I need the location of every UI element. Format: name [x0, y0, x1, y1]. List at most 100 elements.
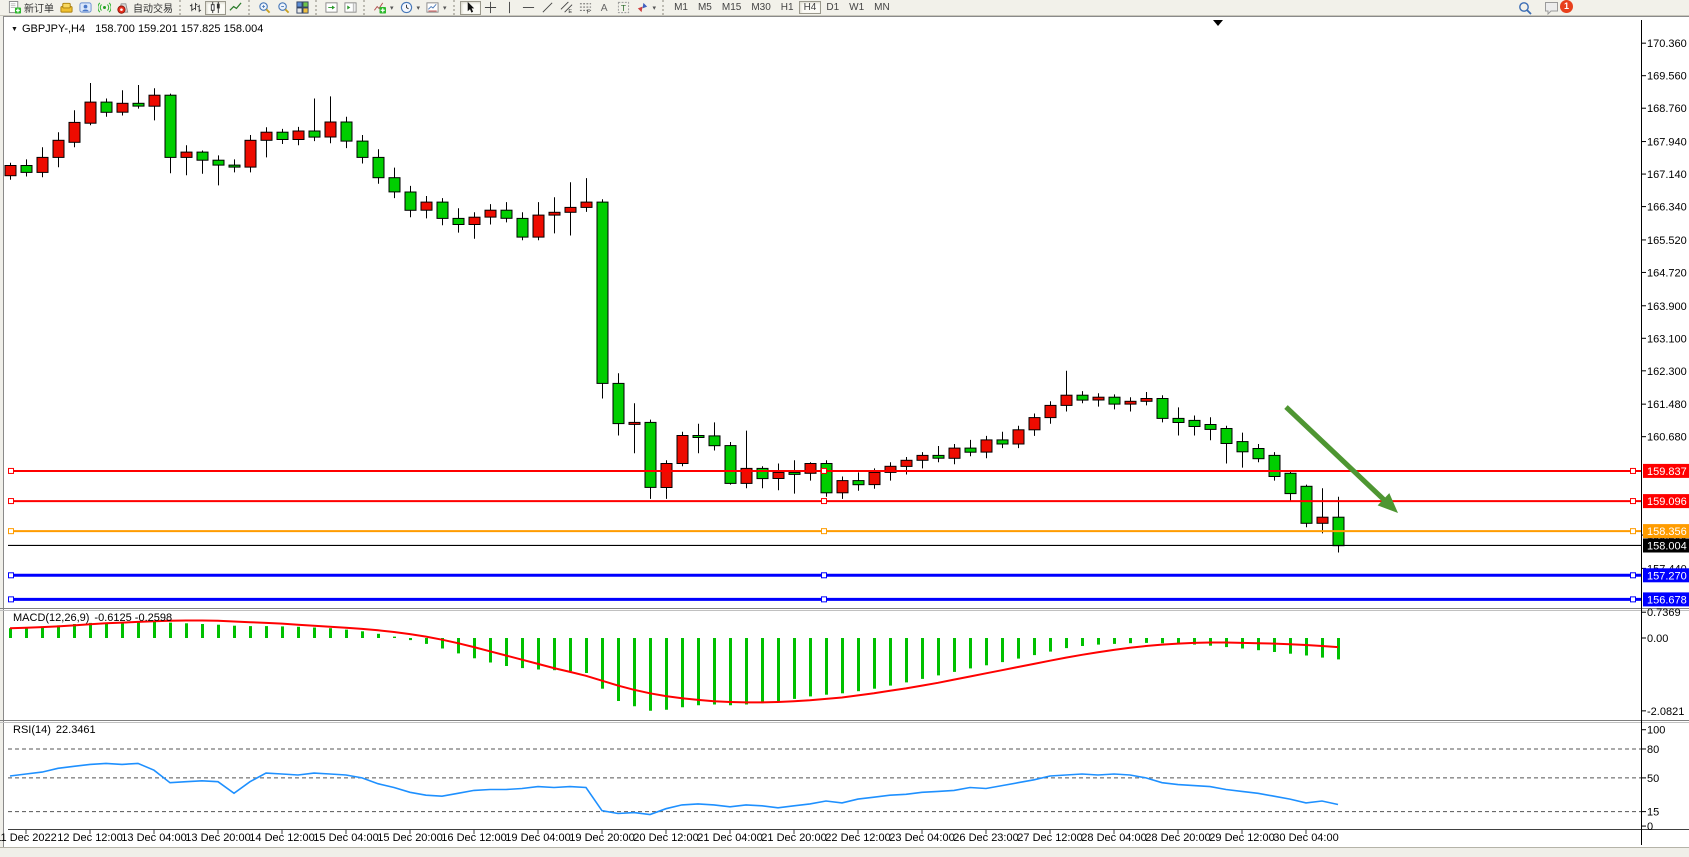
arrows-dropdown-icon[interactable]: ▾ [652, 4, 657, 12]
line-chart-button[interactable] [226, 1, 245, 15]
chat-bubble-icon[interactable] [1544, 1, 1560, 15]
current-price-label[interactable] [1643, 538, 1689, 553]
signals-button[interactable] [95, 1, 114, 15]
line-handle[interactable] [8, 596, 14, 603]
community-button[interactable] [57, 1, 76, 15]
price-line-label[interactable] [1643, 494, 1689, 509]
timeframe-H4[interactable]: H4 [798, 1, 822, 14]
candle-body [436, 201, 449, 219]
line-handle[interactable] [1630, 596, 1636, 603]
line-handle[interactable] [8, 498, 14, 505]
chart-window[interactable] [3, 16, 1689, 847]
time-tick-label: 21 Dec 04:00 [697, 832, 762, 844]
timeframe-M1[interactable]: M1 [674, 2, 688, 13]
templates-dropdown-icon[interactable]: ▾ [443, 4, 447, 12]
price-line-label[interactable] [1643, 568, 1689, 583]
price-line-label[interactable] [1643, 592, 1689, 607]
trend-arrow-head[interactable] [1377, 493, 1398, 513]
price-line-label[interactable] [1643, 463, 1689, 478]
timeframe-MN[interactable]: MN [874, 2, 890, 13]
candle-body [1092, 396, 1105, 401]
cursor-icon [467, 1, 474, 13]
candle-body [772, 471, 785, 479]
templates-button[interactable]: ▾ [423, 1, 450, 15]
search-icon[interactable] [1518, 1, 1532, 15]
line-chart-icon [229, 2, 242, 11]
horizontal-line-button[interactable] [519, 1, 538, 15]
symbol-menu-icon[interactable]: ▼ [11, 26, 18, 33]
text-button[interactable]: A [595, 1, 614, 15]
rsi-line [9, 762, 1339, 816]
new-order-button[interactable]: 新订单 [5, 1, 57, 15]
zoom-out-icon [278, 2, 290, 14]
line-handle[interactable] [1630, 498, 1636, 505]
zoom-in-icon [259, 2, 271, 14]
timeframe-D1[interactable]: D1 [826, 2, 840, 13]
candle-body [1124, 400, 1137, 405]
candle-body [900, 459, 913, 467]
line-handle[interactable] [821, 596, 827, 603]
chart-title-line[interactable]: ▼ GBPJPY-,H4 158.700 159.201 157.825 158.0… [11, 23, 263, 35]
candlestick-chart-button[interactable] [205, 0, 226, 15]
line-handle[interactable] [821, 467, 827, 474]
timeframe-W1[interactable]: W1 [849, 2, 865, 13]
periods-button[interactable]: ▾ [397, 1, 424, 15]
line-handle[interactable] [1630, 572, 1636, 579]
text-label-button[interactable]: T [614, 1, 633, 15]
zoom-out-button[interactable] [274, 1, 293, 15]
time-tick-label: 16 Dec 12:00 [441, 832, 506, 844]
timeframe-H1[interactable]: H1 [780, 2, 794, 13]
horizontal-line-icon [522, 7, 534, 8]
time-tick-label: 22 Dec 12:00 [825, 832, 890, 844]
indicators-dropdown-icon[interactable]: ▾ [390, 4, 394, 12]
periods-dropdown-icon[interactable]: ▾ [416, 4, 421, 12]
zoom-in-button[interactable] [255, 1, 274, 15]
fibonacci-button[interactable]: F [576, 1, 595, 15]
line-handle[interactable] [8, 572, 14, 579]
profile-button[interactable] [76, 1, 95, 15]
crosshair-button[interactable] [481, 1, 500, 15]
svg-text:E: E [568, 9, 572, 14]
line-handle[interactable] [821, 528, 827, 535]
line-handle[interactable] [1630, 528, 1636, 535]
line-handle[interactable] [821, 498, 827, 505]
line-handle[interactable] [1630, 467, 1636, 474]
auto-trading-button[interactable]: 自动交易 [114, 1, 176, 15]
trend-arrow[interactable] [1284, 405, 1390, 506]
vertical-line-button[interactable] [500, 1, 519, 15]
line-handle[interactable] [821, 572, 827, 579]
candle-body [276, 131, 289, 140]
bar-chart-button[interactable] [186, 1, 205, 15]
price-line-label[interactable] [1643, 524, 1689, 539]
candle-body [628, 421, 641, 425]
candle-body [964, 447, 977, 453]
macd-indicator-label: MACD(12,26,9) -0.6125 -0.2598 [13, 612, 173, 624]
candle-body [804, 463, 817, 474]
chart-shift-button[interactable] [341, 1, 360, 15]
timeframe-M30[interactable]: M30 [751, 2, 771, 13]
notification-badge[interactable]: 1 [1560, 0, 1573, 13]
candle-body [244, 139, 257, 168]
line-handle[interactable] [8, 528, 14, 535]
time-tick-label: 11 Dec 2022 [0, 832, 57, 844]
arrows-icon [637, 2, 647, 13]
candle-body [1060, 394, 1073, 406]
timeframe-M15[interactable]: M15 [721, 2, 742, 13]
candle-body [4, 165, 17, 177]
cursor-button[interactable] [459, 0, 481, 15]
arrows-button[interactable]: ▾ [633, 1, 660, 15]
auto-scroll-button[interactable] [322, 1, 341, 15]
line-handle[interactable] [8, 467, 14, 474]
indicators-button[interactable]: ▾ [370, 1, 397, 15]
timeframe-M5[interactable]: M5 [697, 2, 712, 13]
candle-body [292, 130, 305, 140]
candle-body [372, 156, 385, 179]
time-tick-label: 21 Dec 20:00 [761, 832, 826, 844]
community-icon [60, 2, 73, 13]
candle-body [68, 121, 81, 143]
candle-body [100, 101, 113, 113]
tile-windows-button[interactable] [293, 1, 312, 15]
equidistant-channel-button[interactable]: E [557, 1, 576, 15]
trendline-button[interactable] [538, 1, 557, 15]
